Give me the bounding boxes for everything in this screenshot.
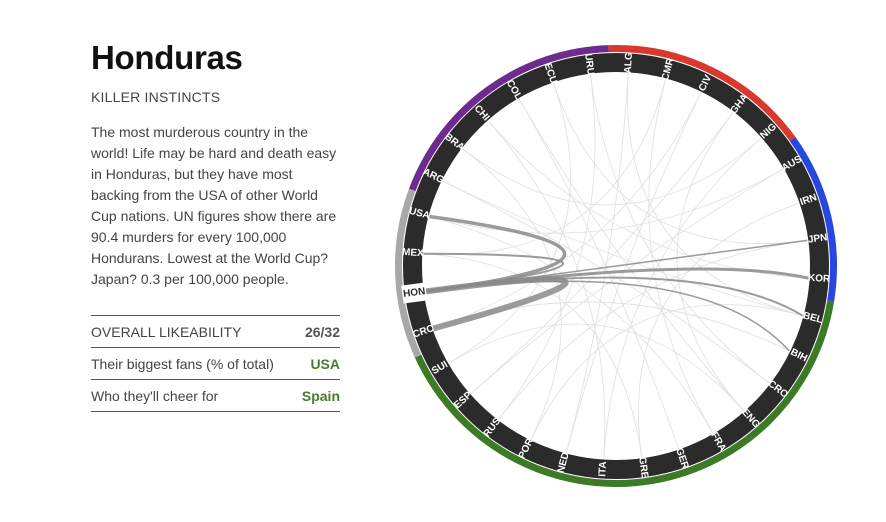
team-label-alg: ALG xyxy=(623,52,635,74)
team-label-ned: NED xyxy=(556,451,572,474)
team-segment-hon[interactable]: HON xyxy=(401,282,428,304)
team-ring xyxy=(403,53,829,479)
stat-row-biggest-fans: Their biggest fans (% of total) USA xyxy=(91,348,340,380)
stat-row-likeability: OVERALL LIKEABILITY 26/32 xyxy=(91,316,340,348)
background-chord xyxy=(448,323,744,412)
team-label-kor: KOR xyxy=(808,273,832,285)
background-chord xyxy=(638,203,799,458)
stats-table: OVERALL LIKEABILITY 26/32 Their biggest … xyxy=(91,315,340,412)
team-segment-gre[interactable]: GRE xyxy=(636,456,650,479)
team-label-gre: GRE xyxy=(636,456,650,479)
background-chord xyxy=(603,138,762,459)
background-chord xyxy=(498,239,808,420)
team-label-irn: IRN xyxy=(799,192,819,208)
team-segment-uru[interactable]: URU xyxy=(582,53,596,76)
group-arc-africa xyxy=(608,45,796,141)
team-segment-ita[interactable]: ITA xyxy=(597,461,609,477)
stat-label: Their biggest fans (% of total) xyxy=(91,355,274,372)
stat-label: Who they'll cheer for xyxy=(91,387,219,404)
group-arc-asia xyxy=(789,136,837,302)
background-chord xyxy=(423,253,643,458)
background-chord xyxy=(518,98,679,449)
country-description: The most murderous country in the world!… xyxy=(91,124,337,287)
team-segment-usa[interactable]: USA xyxy=(408,206,431,222)
chord-hon-kor xyxy=(424,267,809,294)
team-label-uru: URU xyxy=(582,53,596,76)
background-chord xyxy=(676,112,744,412)
group-arc-south-america xyxy=(408,45,609,192)
team-label-mex: MEX xyxy=(402,247,425,259)
stat-value: Spain xyxy=(301,387,340,404)
background-chord xyxy=(518,98,744,412)
team-label-hon: HON xyxy=(403,286,426,300)
background-chord xyxy=(530,304,803,440)
stat-value: 26/32 xyxy=(304,323,340,340)
team-segment-alg[interactable]: ALG xyxy=(623,52,635,74)
group-arc-concacaf xyxy=(395,188,422,358)
background-chords xyxy=(423,73,809,459)
selected-team-chords xyxy=(423,214,809,352)
background-chord xyxy=(627,73,803,316)
country-panel: Honduras KILLER INSTINCTS The most murde… xyxy=(91,40,341,412)
background-chord xyxy=(429,216,714,434)
chord-hon-jpn xyxy=(424,239,808,293)
selected-team-highlight xyxy=(401,282,428,304)
background-chord xyxy=(553,83,808,244)
group-arc-europe xyxy=(414,300,835,487)
team-segment-kor[interactable]: KOR xyxy=(808,273,832,285)
stat-row-cheer-for: Who they'll cheer for Spain xyxy=(91,380,340,412)
background-chord xyxy=(462,138,762,206)
team-label-usa: USA xyxy=(408,206,431,222)
team-segment-mex[interactable]: MEX xyxy=(402,247,425,259)
background-chord xyxy=(566,73,629,453)
team-segment-ned[interactable]: NED xyxy=(556,451,572,474)
background-chord xyxy=(433,92,702,329)
team-chord-wheel[interactable]: ALG CMRCIVGHANIGAUSIRNJPNKORBELBIHCROENGF… xyxy=(380,30,860,510)
background-chord xyxy=(470,112,734,394)
country-title: Honduras xyxy=(91,39,243,76)
background-chord xyxy=(423,79,666,255)
background-chord xyxy=(429,168,784,234)
team-segment-irn[interactable]: IRN xyxy=(799,192,819,208)
team-label-ita: ITA xyxy=(597,461,609,477)
chord-hon-bih xyxy=(424,280,790,352)
background-chord xyxy=(589,74,770,384)
team-segment-bel[interactable]: BEL xyxy=(802,310,824,326)
background-chord xyxy=(442,180,770,384)
team-label-jpn: JPN xyxy=(807,232,828,245)
background-chord xyxy=(470,168,784,394)
team-label-bel: BEL xyxy=(802,310,824,326)
team-segment-jpn[interactable]: JPN xyxy=(807,232,828,245)
stat-value: USA xyxy=(310,355,340,372)
background-chord xyxy=(442,180,803,316)
country-subtitle: KILLER INSTINCTS xyxy=(91,89,221,105)
background-chord xyxy=(498,74,596,420)
background-chord xyxy=(566,92,702,453)
stat-label: OVERALL LIKEABILITY xyxy=(91,323,242,340)
